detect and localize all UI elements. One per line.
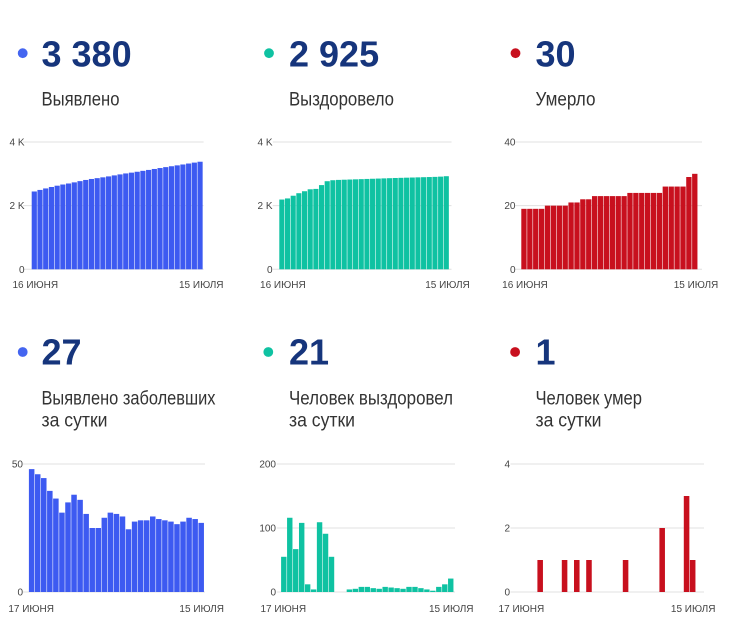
svg-text:4 K: 4 K — [9, 138, 24, 149]
svg-text:17 ИЮНЯ: 17 ИЮНЯ — [260, 604, 306, 615]
svg-text:17 ИЮНЯ: 17 ИЮНЯ — [499, 604, 545, 615]
svg-text:1: 1 — [536, 332, 556, 373]
svg-text:Выявлено заболевших: Выявлено заболевших — [42, 389, 216, 410]
svg-text:15 ИЮЛЯ: 15 ИЮЛЯ — [429, 604, 474, 615]
svg-text:за сутки: за сутки — [289, 411, 355, 432]
svg-text:4 K: 4 K — [257, 138, 272, 149]
svg-text:30: 30 — [536, 34, 576, 75]
svg-text:0: 0 — [270, 588, 276, 599]
svg-text:15 ИЮЛЯ: 15 ИЮЛЯ — [425, 280, 470, 291]
svg-text:за сутки: за сутки — [536, 411, 602, 432]
svg-text:0: 0 — [504, 588, 510, 599]
svg-text:27: 27 — [42, 332, 82, 373]
svg-text:16 ИЮНЯ: 16 ИЮНЯ — [260, 280, 306, 291]
svg-text:за сутки: за сутки — [42, 411, 108, 432]
svg-text:4: 4 — [504, 460, 510, 471]
svg-text:2: 2 — [504, 524, 510, 535]
svg-text:16 ИЮНЯ: 16 ИЮНЯ — [12, 280, 58, 291]
svg-text:20: 20 — [504, 201, 516, 212]
svg-text:2 K: 2 K — [257, 201, 272, 212]
svg-text:2 925: 2 925 — [289, 34, 379, 75]
svg-text:100: 100 — [259, 524, 276, 535]
svg-text:15 ИЮЛЯ: 15 ИЮЛЯ — [179, 280, 224, 291]
svg-text:17 ИЮНЯ: 17 ИЮНЯ — [8, 604, 54, 615]
svg-text:Умерло: Умерло — [536, 89, 596, 110]
svg-text:15 ИЮЛЯ: 15 ИЮЛЯ — [671, 604, 716, 615]
svg-text:200: 200 — [259, 460, 276, 471]
svg-text:16 ИЮНЯ: 16 ИЮНЯ — [502, 280, 548, 291]
svg-text:50: 50 — [12, 460, 24, 471]
svg-text:0: 0 — [267, 265, 273, 276]
svg-text:Выявлено: Выявлено — [42, 89, 120, 110]
svg-text:21: 21 — [289, 332, 329, 373]
svg-text:15 ИЮЛЯ: 15 ИЮЛЯ — [179, 604, 224, 615]
svg-text:0: 0 — [19, 265, 25, 276]
svg-text:0: 0 — [17, 588, 23, 599]
svg-text:Человек умер: Человек умер — [536, 389, 643, 410]
svg-text:3 380: 3 380 — [42, 34, 132, 75]
svg-text:Выздоровело: Выздоровело — [289, 89, 394, 110]
svg-text:2 K: 2 K — [9, 201, 24, 212]
svg-text:Человек выздоровел: Человек выздоровел — [289, 389, 453, 410]
svg-text:40: 40 — [504, 138, 516, 149]
svg-text:15 ИЮЛЯ: 15 ИЮЛЯ — [674, 280, 719, 291]
svg-text:0: 0 — [510, 265, 516, 276]
